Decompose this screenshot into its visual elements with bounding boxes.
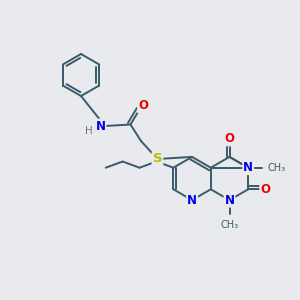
Text: O: O [138,99,148,112]
Text: N: N [243,161,253,174]
Text: O: O [260,183,270,196]
Text: CH₃: CH₃ [268,163,286,173]
Text: N: N [95,119,106,133]
Text: O: O [224,132,235,146]
Text: N: N [224,194,235,207]
Text: H: H [85,125,92,136]
Text: CH₃: CH₃ [220,220,238,230]
Text: S: S [153,152,162,166]
Text: N: N [187,194,197,207]
